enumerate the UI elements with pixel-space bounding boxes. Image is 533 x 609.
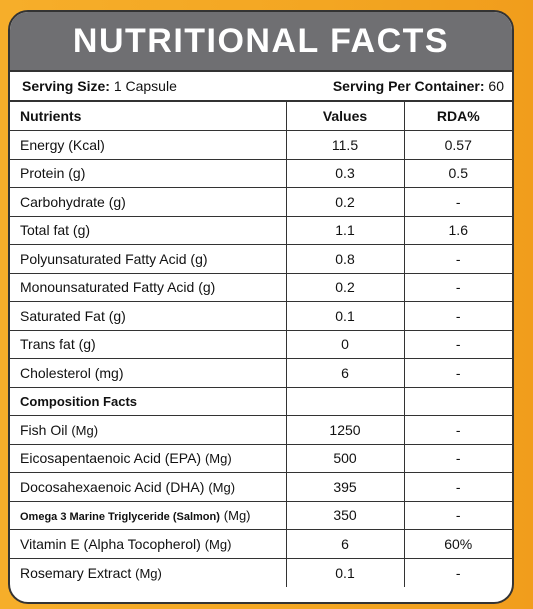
composition-rda: - bbox=[404, 415, 512, 444]
table-row: Total fat (g) 1.1 1.6 bbox=[10, 215, 512, 245]
nutrient-value: 0.3 bbox=[286, 158, 405, 188]
nutrient-name: Energy (Kcal) bbox=[10, 130, 287, 159]
nutrient-name: Carbohydrate (g) bbox=[10, 187, 287, 216]
table-header-row: Nutrients Values RDA% bbox=[10, 102, 512, 131]
composition-label: Eicosapentaenoic Acid (EPA) bbox=[20, 450, 202, 467]
nutrient-value: 1.1 bbox=[286, 215, 405, 245]
servings-per-container-value: 60 bbox=[488, 78, 504, 94]
table-row: Polyunsaturated Fatty Acid (g) 0.8 - bbox=[10, 244, 512, 273]
nutrient-rda: - bbox=[404, 329, 512, 359]
table-row: Docosahexaenoic Acid (DHA) (Mg) 395 - bbox=[10, 472, 512, 501]
nutrient-rda: 1.6 bbox=[404, 215, 512, 245]
composition-label: Fish Oil bbox=[20, 421, 68, 438]
nutrient-rda: - bbox=[404, 272, 512, 302]
title-banner: NUTRITIONAL FACTS bbox=[10, 12, 512, 72]
composition-name: Vitamin E (Alpha Tocopherol) (Mg) bbox=[10, 529, 287, 558]
section-empty-cell bbox=[404, 386, 512, 416]
composition-unit: (Mg) bbox=[208, 479, 236, 495]
composition-value: 6 bbox=[286, 529, 405, 558]
composition-unit: (Mg) bbox=[204, 536, 232, 552]
table-row: Carbohydrate (g) 0.2 - bbox=[10, 187, 512, 216]
table-row: Fish Oil (Mg) 1250 - bbox=[10, 415, 512, 444]
section-header-row: Composition Facts bbox=[10, 386, 512, 416]
composition-unit: (Mg) bbox=[135, 565, 162, 581]
table-row: Monounsaturated Fatty Acid (g) 0.2 - bbox=[10, 272, 512, 302]
composition-value: 350 bbox=[286, 500, 405, 530]
composition-rda: - bbox=[404, 557, 512, 587]
nutrient-name: Trans fat (g) bbox=[10, 329, 287, 359]
table-row: Energy (Kcal) 11.5 0.57 bbox=[10, 130, 512, 159]
composition-label: Vitamin E (Alpha Tocopherol) bbox=[20, 535, 201, 552]
composition-value: 0.1 bbox=[286, 557, 405, 587]
serving-size: Serving Size: 1 Capsule bbox=[22, 78, 177, 94]
serving-info-row: Serving Size: 1 Capsule Serving Per Cont… bbox=[10, 72, 512, 102]
section-empty-cell bbox=[286, 386, 405, 416]
nutrient-rda: 0.57 bbox=[404, 130, 512, 159]
nutrient-name: Saturated Fat (g) bbox=[10, 301, 287, 330]
composition-unit: (Mg) bbox=[223, 508, 251, 524]
nutrient-value: 0.2 bbox=[286, 187, 405, 216]
composition-value: 500 bbox=[286, 443, 405, 473]
nutrient-value: 0.2 bbox=[286, 272, 405, 302]
table-row: Saturated Fat (g) 0.1 - bbox=[10, 301, 512, 330]
nutrient-name: Monounsaturated Fatty Acid (g) bbox=[10, 272, 287, 302]
composition-label: Rosemary Extract bbox=[20, 564, 132, 581]
column-header-rda: RDA% bbox=[436, 108, 480, 124]
servings-per-container: Serving Per Container: 60 bbox=[333, 78, 504, 94]
composition-name: Eicosapentaenoic Acid (EPA) (Mg) bbox=[10, 443, 287, 473]
composition-name: Docosahexaenoic Acid (DHA) (Mg) bbox=[10, 472, 287, 501]
nutrient-value: 11.5 bbox=[286, 130, 405, 159]
column-header-values: Values bbox=[286, 102, 405, 131]
composition-name: Omega 3 Marine Triglyceride (Salmon) (Mg… bbox=[10, 500, 287, 530]
nutrient-name: Cholesterol (mg) bbox=[10, 358, 287, 387]
composition-rda: - bbox=[404, 443, 512, 473]
composition-unit: (Mg) bbox=[204, 451, 232, 467]
table-row: Vitamin E (Alpha Tocopherol) (Mg) 6 60% bbox=[10, 529, 512, 558]
page-title: NUTRITIONAL FACTS bbox=[72, 21, 450, 60]
composition-value: 395 bbox=[286, 472, 405, 501]
composition-unit: (Mg) bbox=[71, 422, 99, 438]
table-row: Eicosapentaenoic Acid (EPA) (Mg) 500 - bbox=[10, 443, 512, 473]
composition-label: Omega 3 Marine Triglyceride (Salmon) bbox=[20, 511, 220, 524]
nutrient-name: Protein (g) bbox=[10, 158, 287, 188]
nutrient-rda: 0.5 bbox=[404, 158, 512, 188]
nutrient-value: 0.1 bbox=[286, 301, 405, 330]
section-title: Composition Facts bbox=[10, 386, 287, 416]
servings-per-container-label: Serving Per Container: bbox=[332, 78, 485, 94]
composition-rda: 60% bbox=[404, 529, 512, 558]
table-row: Trans fat (g) 0 - bbox=[10, 329, 512, 359]
nutrient-rda: - bbox=[404, 301, 512, 330]
column-header-nutrients: Nutrients bbox=[10, 102, 287, 131]
composition-value: 1250 bbox=[286, 415, 405, 444]
nutrient-rda: - bbox=[404, 358, 512, 387]
serving-size-value: 1 Capsule bbox=[113, 78, 177, 94]
composition-name: Fish Oil (Mg) bbox=[10, 415, 287, 444]
table-row: Omega 3 Marine Triglyceride (Salmon) (Mg… bbox=[10, 500, 512, 530]
nutrition-facts-panel: NUTRITIONAL FACTS Serving Size: 1 Capsul… bbox=[8, 10, 514, 604]
composition-rda: - bbox=[404, 500, 512, 530]
table-row: Cholesterol (mg) 6 - bbox=[10, 358, 512, 387]
nutrition-table: Nutrients Values RDA% Energy (Kcal) 11.5… bbox=[10, 102, 512, 587]
composition-name: Rosemary Extract (Mg) bbox=[10, 557, 287, 587]
nutrient-value: 0.8 bbox=[286, 244, 405, 273]
nutrient-value: 0 bbox=[286, 329, 405, 359]
table-row: Protein (g) 0.3 0.5 bbox=[10, 158, 512, 188]
nutrient-name: Total fat (g) bbox=[10, 215, 287, 245]
nutrient-rda: - bbox=[404, 187, 512, 216]
nutrient-value: 6 bbox=[286, 358, 405, 387]
serving-size-label: Serving Size: bbox=[22, 78, 110, 94]
nutrient-rda: - bbox=[404, 244, 512, 273]
table-row: Rosemary Extract (Mg) 0.1 - bbox=[10, 557, 512, 587]
composition-rda: - bbox=[404, 472, 512, 501]
composition-label: Docosahexaenoic Acid (DHA) bbox=[20, 478, 205, 495]
nutrient-name: Polyunsaturated Fatty Acid (g) bbox=[10, 244, 287, 273]
